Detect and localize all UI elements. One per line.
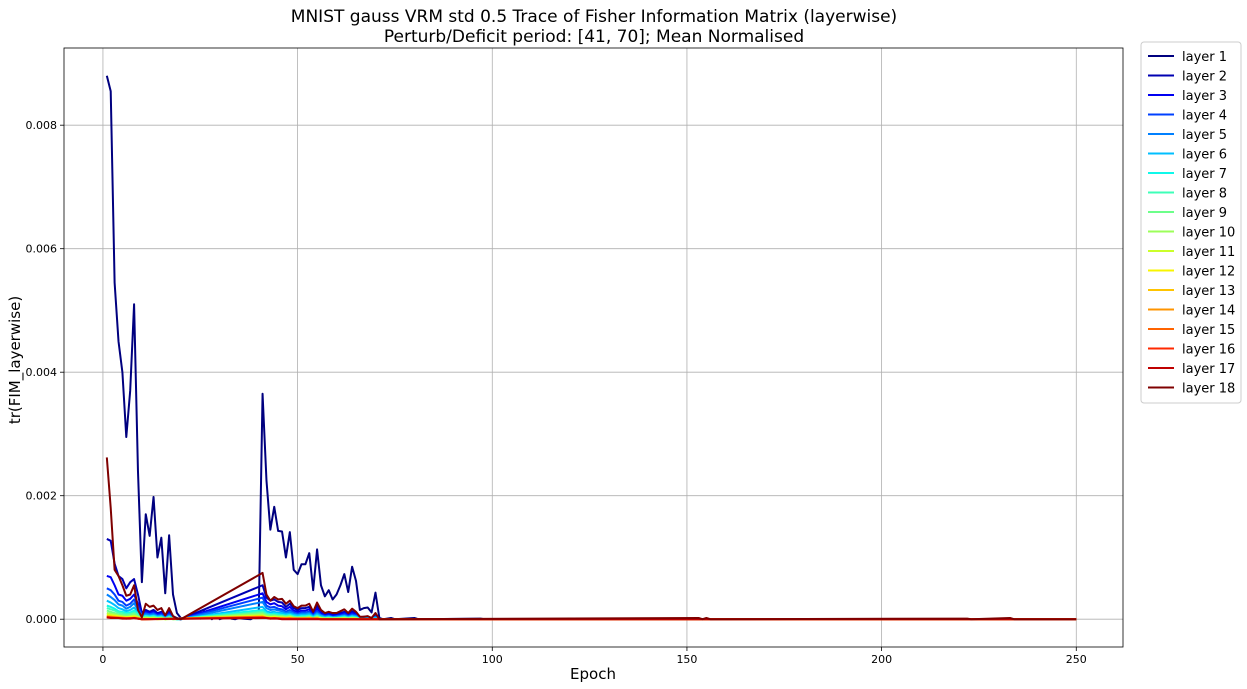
y-tick-label: 0.000	[26, 613, 58, 626]
x-tick-label: 50	[291, 653, 305, 666]
series-line-layer-18	[105, 457, 1077, 621]
legend-label-layer-8: layer 8	[1182, 187, 1227, 202]
legend: layer 1 layer 2 layer 3 layer 4 layer 5 layer…	[1140, 41, 1242, 404]
legend-label-layer-2: layer 2	[1182, 70, 1227, 85]
legend-label-layer-1: layer 1	[1182, 50, 1227, 65]
y-tick-label: 0.002	[26, 490, 58, 503]
series-line-layer-1	[105, 75, 1077, 621]
legend-label-layer-6: layer 6	[1182, 148, 1227, 163]
plot-series	[105, 75, 1077, 621]
legend-label-layer-4: layer 4	[1182, 109, 1227, 124]
legend-label-layer-3: layer 3	[1182, 89, 1227, 104]
legend-label-layer-10: layer 10	[1182, 226, 1235, 241]
legend-label-layer-9: layer 9	[1182, 206, 1227, 221]
plot-frame	[63, 47, 1124, 648]
series-line-layer-2	[106, 538, 1077, 621]
x-tick-label: 200	[871, 653, 892, 666]
axis-ticks: 0 50 100 150 200 250 0.000 0.002 0.004 0.006 0.008	[26, 119, 1087, 666]
y-axis-label: tr(FIM_layerwise)	[6, 296, 25, 424]
legend-label-layer-14: layer 14	[1182, 304, 1235, 319]
x-tick-label: 0	[99, 653, 106, 666]
legend-label-layer-17: layer 17	[1182, 362, 1235, 377]
legend-label-layer-7: layer 7	[1182, 167, 1227, 182]
chart-subtitle: Perturb/Deficit period: [41, 70]; Mean N…	[384, 27, 804, 47]
y-tick-label: 0.006	[26, 243, 58, 256]
legend-label-layer-5: layer 5	[1182, 128, 1227, 143]
x-tick-label: 150	[676, 653, 697, 666]
x-tick-label: 100	[482, 653, 503, 666]
x-tick-label: 250	[1066, 653, 1087, 666]
legend-label-layer-11: layer 11	[1182, 245, 1235, 260]
grid	[64, 48, 1123, 647]
y-tick-label: 0.008	[26, 119, 58, 132]
x-axis-label: Epoch	[570, 665, 616, 683]
series-line-layer-17	[106, 616, 1077, 621]
y-tick-label: 0.004	[26, 366, 58, 379]
legend-box	[1140, 41, 1242, 404]
legend-label-layer-13: layer 13	[1182, 284, 1235, 299]
legend-label-layer-15: layer 15	[1182, 323, 1235, 338]
chart-title: MNIST gauss VRM std 0.5 Trace of Fisher …	[291, 7, 897, 27]
legend-label-layer-18: layer 18	[1182, 382, 1235, 397]
legend-label-layer-12: layer 12	[1182, 265, 1235, 280]
legend-label-layer-16: layer 16	[1182, 343, 1235, 358]
